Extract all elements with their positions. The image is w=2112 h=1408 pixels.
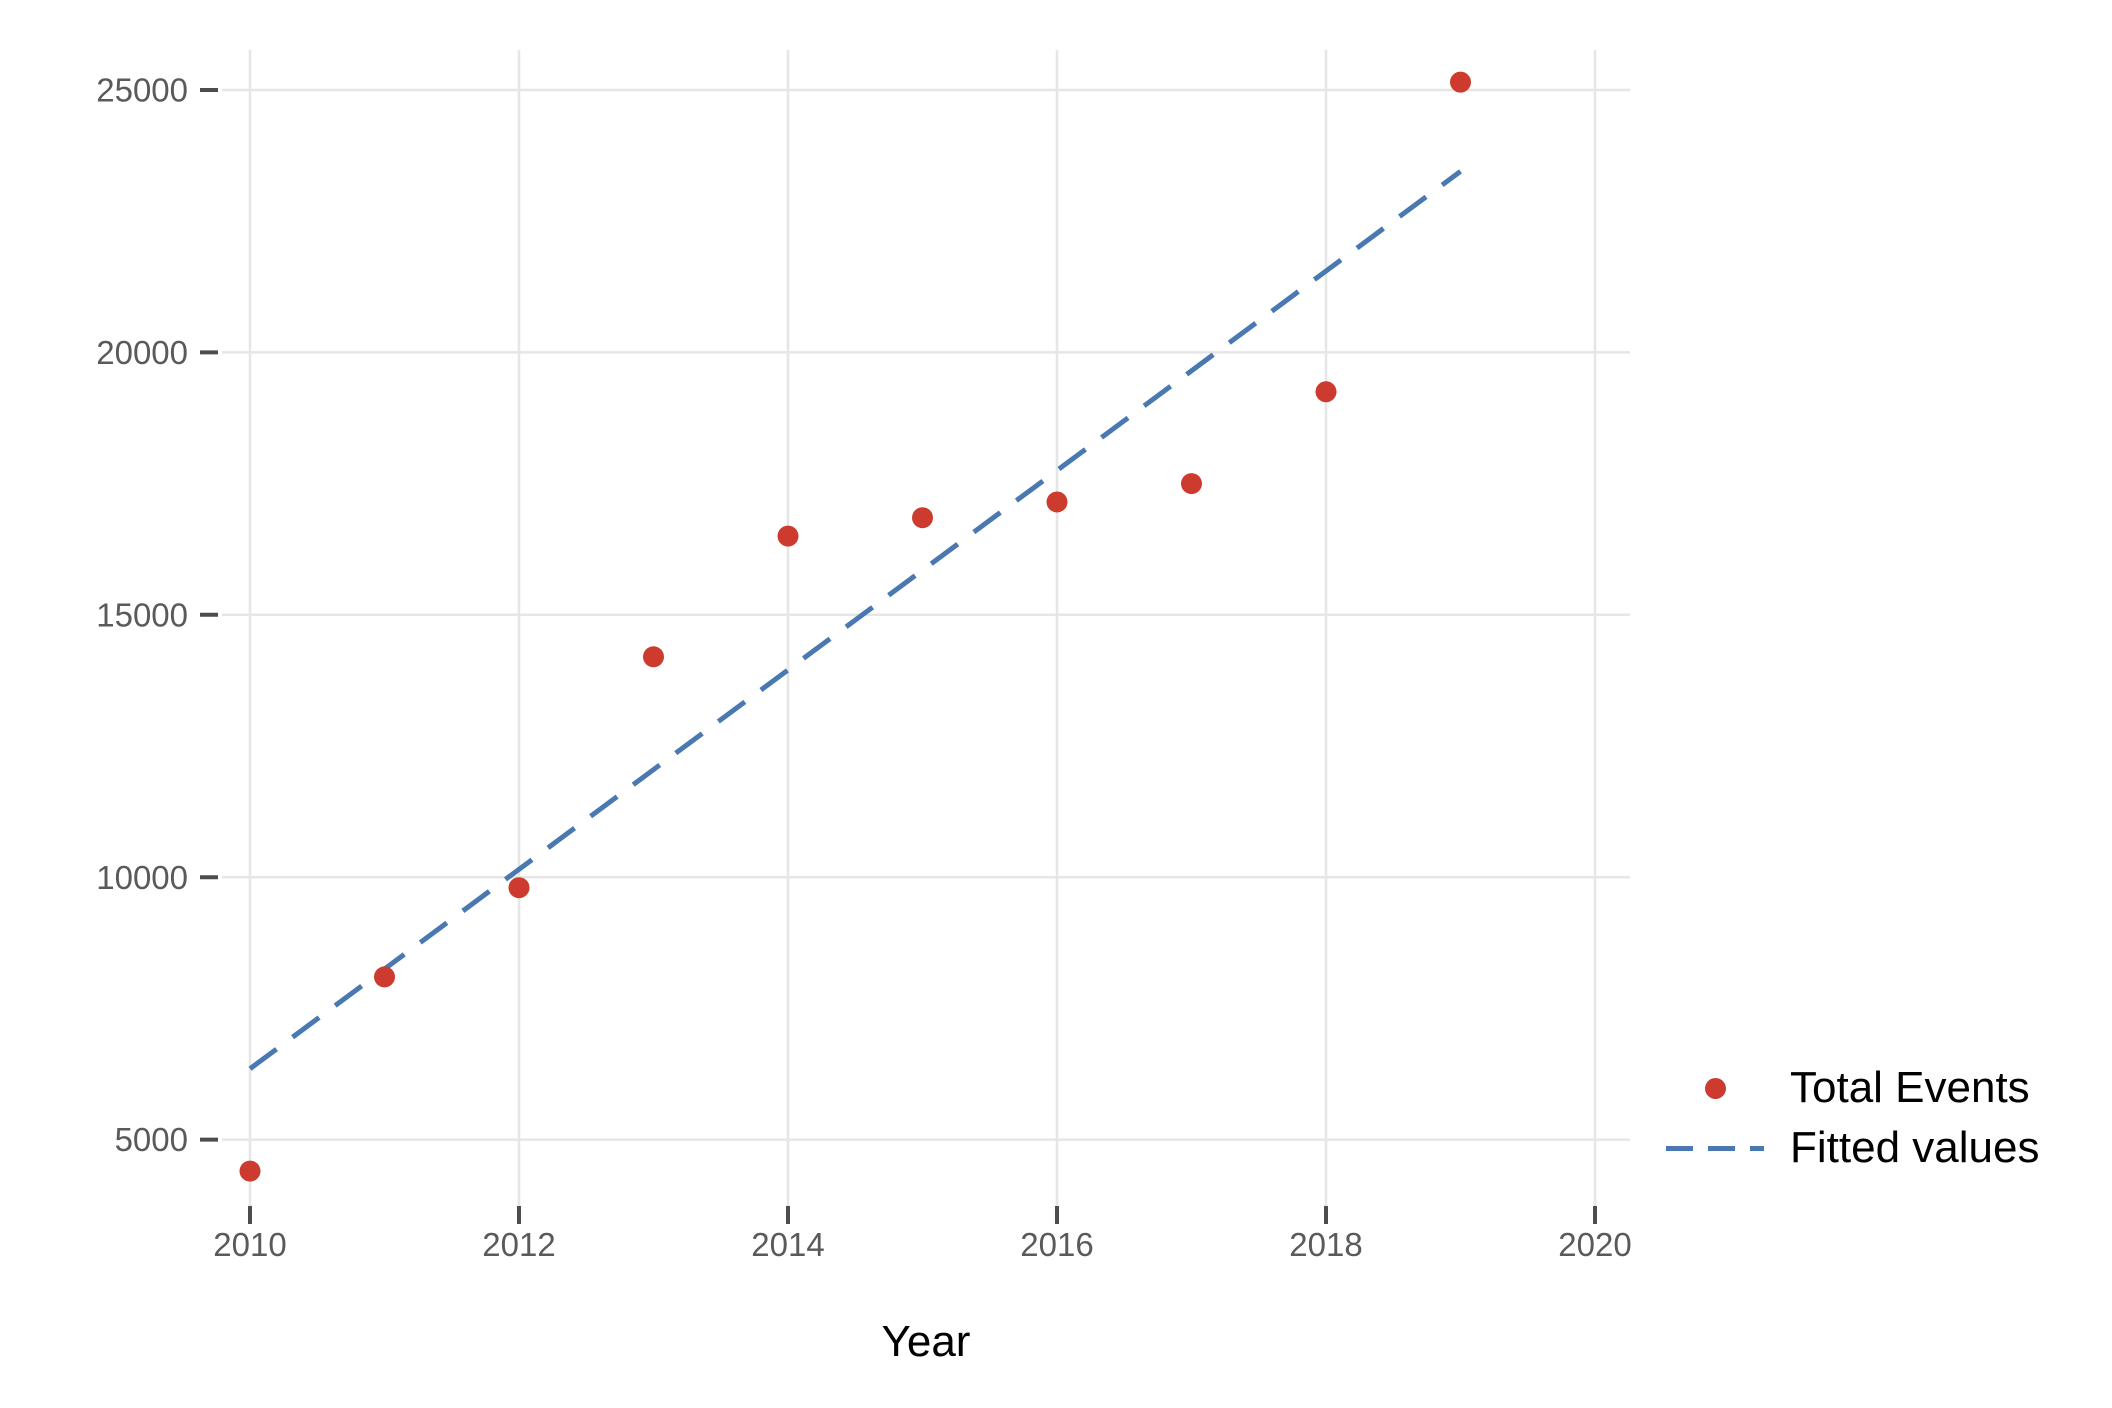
x-tick-label: 2018 [1289,1226,1362,1263]
data-point [777,525,799,547]
x-gridlines [248,50,1597,1206]
data-point [1046,491,1068,513]
x-tick-label: 2012 [482,1226,555,1263]
x-tick-labels: 2010 2012 2014 2016 2018 2020 [213,1226,1631,1263]
data-point [239,1160,261,1182]
fitted-line [248,169,1462,1071]
data-point [643,646,664,668]
y-tick-label: 15000 [96,596,188,633]
scatter-dot-icon [1704,1077,1726,1099]
x-tick-label: 2016 [1020,1226,1093,1263]
legend-item-fitted-values: Fitted values [1650,1118,2039,1178]
y-tick-label: 20000 [96,334,188,371]
data-point [1450,71,1471,93]
y-tick-labels: 5000 10000 15000 20000 25000 [96,72,188,1159]
legend-item-total-events: Total Events [1650,1058,2039,1118]
data-point [912,507,933,529]
data-point [508,877,530,899]
legend-swatch [1650,1145,1780,1151]
legend-label-total-events: Total Events [1790,1063,2030,1112]
data-point [1181,473,1202,495]
y-gridlines [222,88,1630,1141]
data-point [374,966,395,988]
x-tick-label: 2010 [213,1226,286,1263]
y-tick-label: 25000 [96,72,188,109]
x-tick-label: 2014 [751,1226,824,1263]
x-tick-label: 2020 [1558,1226,1631,1263]
legend-label-fitted-values: Fitted values [1790,1123,2040,1172]
y-tick-label: 5000 [115,1121,188,1158]
x-tick-marks [248,1206,1597,1224]
legend: Total Events Fitted values [1650,1058,2039,1178]
dashed-line-icon [1666,1145,1764,1151]
data-point [1315,381,1337,403]
fitted-line-series [248,169,1462,1071]
x-axis-title: Year [882,1317,971,1366]
legend-swatch [1650,1077,1780,1099]
y-tick-marks [200,88,218,1142]
y-tick-label: 10000 [96,859,188,896]
scatter-point-series [239,71,1471,1182]
